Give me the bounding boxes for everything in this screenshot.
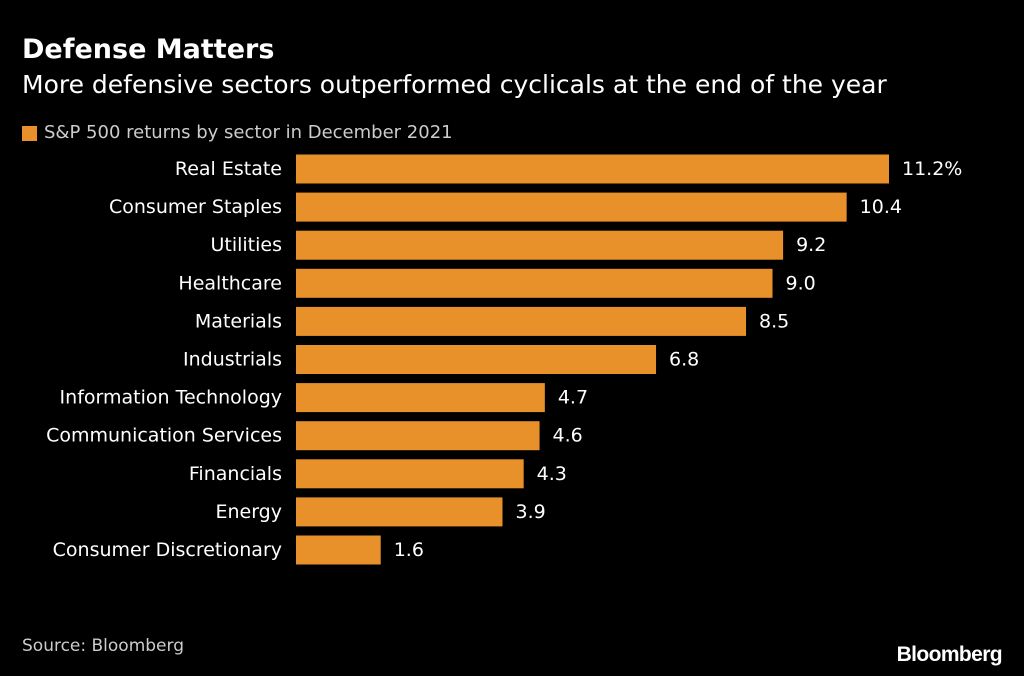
bar (296, 154, 889, 184)
value-label: 6.8 (669, 349, 699, 371)
value-label: 4.6 (553, 425, 583, 447)
value-label: 10.4 (860, 196, 902, 218)
bar (296, 230, 784, 260)
bar (296, 268, 773, 298)
bar (296, 383, 545, 413)
category-label: Real Estate (175, 158, 282, 180)
value-label: 8.5 (759, 310, 789, 332)
bar (296, 192, 847, 222)
chart-subtitle: More defensive sectors outperformed cycl… (22, 70, 887, 99)
value-label: 9.2 (796, 234, 826, 256)
category-label: Materials (195, 310, 282, 332)
category-label: Industrials (183, 349, 282, 371)
source-note: Source: Bloomberg (22, 636, 184, 656)
value-label: 1.6 (394, 539, 424, 561)
bar-chart: Real Estate 11.2% Consumer Staples 10.4 Util… (46, 154, 962, 565)
bar (296, 535, 381, 565)
chart-title: Defense Matters (22, 34, 275, 65)
bar (296, 345, 657, 374)
category-label: Consumer Staples (109, 196, 282, 218)
bloomberg-logo: Bloomberg (896, 643, 1003, 666)
value-label: 4.3 (537, 463, 567, 485)
category-label: Information Technology (60, 387, 282, 409)
legend-swatch (22, 125, 37, 141)
value-label: 11.2% (902, 158, 962, 180)
value-label: 3.9 (515, 501, 545, 523)
value-label: 9.0 (786, 272, 816, 294)
bar (296, 306, 747, 336)
category-label: Consumer Discretionary (53, 539, 282, 561)
category-label: Utilities (210, 234, 282, 256)
bar (296, 459, 524, 489)
legend-entry-label: S&P 500 returns by sector in December 20… (44, 122, 453, 143)
category-label: Financials (189, 463, 282, 485)
category-label: Communication Services (46, 425, 282, 447)
category-label: Energy (215, 501, 282, 523)
bar (296, 421, 540, 451)
value-label: 4.7 (558, 387, 588, 409)
bar (296, 497, 503, 527)
legend: S&P 500 returns by sector in December 20… (22, 121, 453, 145)
category-label: Healthcare (178, 272, 282, 294)
